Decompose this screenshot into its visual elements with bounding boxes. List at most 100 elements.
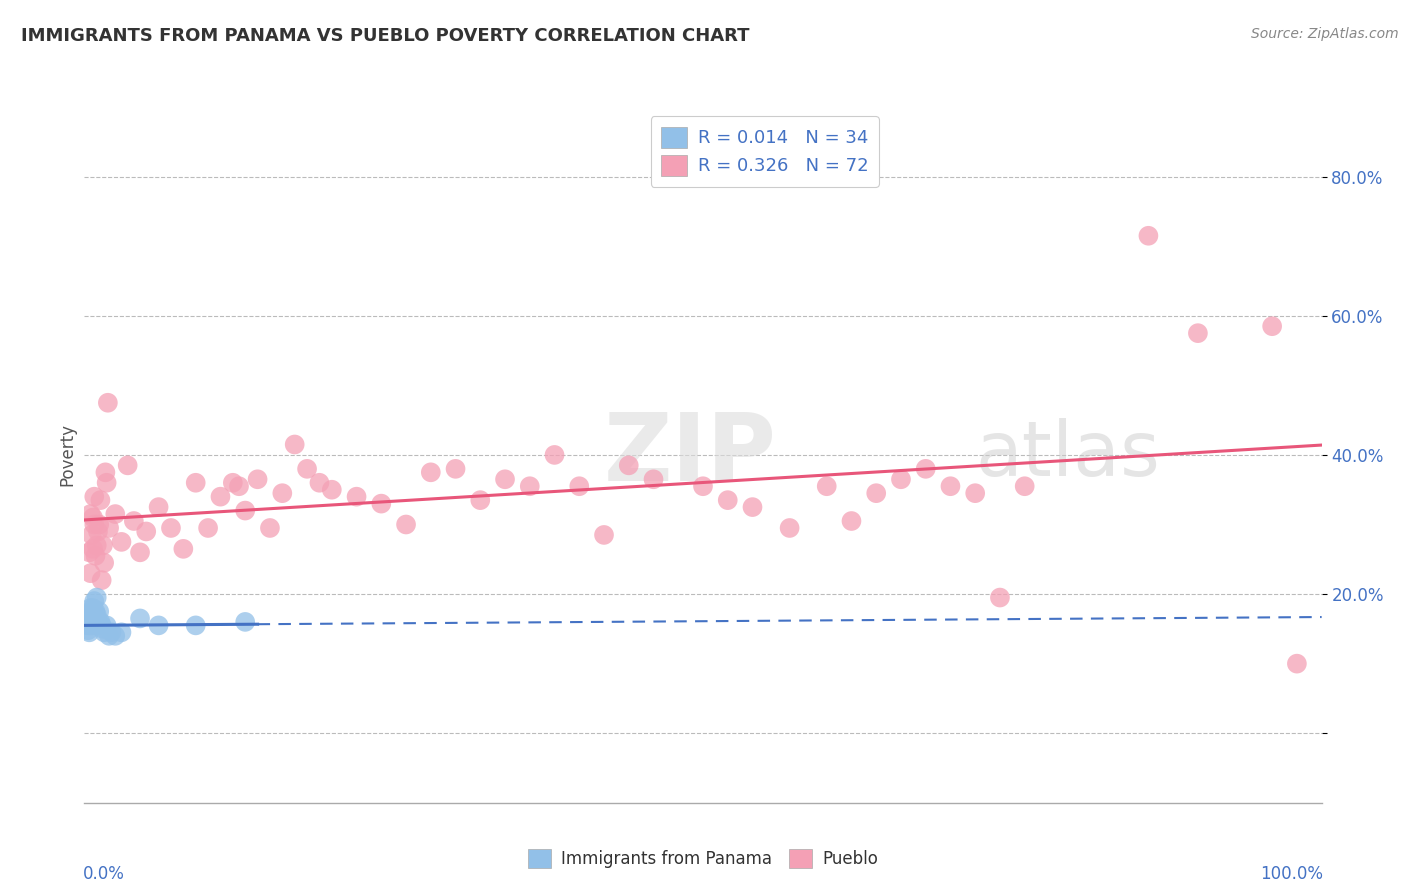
Point (104, 629, 127, 643)
Point (470, 493, 492, 508)
Point (197, 521, 219, 535)
Point (148, 618, 170, 632)
Point (543, 448, 565, 462)
Point (779, 521, 801, 535)
Point (79, 625, 101, 640)
Point (76, 618, 98, 632)
Point (86, 618, 108, 632)
Point (79, 618, 101, 632)
Point (84, 605, 107, 619)
Point (914, 462, 936, 476)
Point (98, 521, 121, 535)
Point (83, 594, 105, 608)
Point (93, 556, 115, 570)
Point (135, 524, 157, 539)
Point (91, 622, 114, 636)
Point (815, 479, 838, 493)
Point (122, 514, 145, 528)
Point (89, 618, 111, 632)
Point (494, 472, 516, 486)
Point (82, 615, 104, 629)
Text: ZIP: ZIP (605, 409, 778, 501)
Point (295, 462, 318, 476)
Point (87, 615, 110, 629)
Point (89, 493, 111, 508)
Point (965, 486, 987, 500)
Point (172, 541, 194, 556)
Point (117, 458, 139, 473)
Point (1187, 326, 1209, 341)
Point (643, 472, 665, 486)
Point (209, 490, 232, 504)
Point (79, 611, 101, 625)
Point (129, 611, 152, 625)
Point (84, 549, 107, 563)
Point (90, 573, 112, 587)
Point (100, 625, 122, 640)
Point (91, 538, 114, 552)
Point (741, 500, 763, 514)
Point (89, 605, 111, 619)
Point (444, 462, 467, 476)
Point (89, 517, 111, 532)
Point (79, 615, 101, 629)
Point (228, 479, 250, 493)
Point (259, 521, 281, 535)
Point (519, 479, 541, 493)
Point (84, 611, 107, 625)
Point (1285, 657, 1308, 671)
Text: 0.0%: 0.0% (83, 865, 125, 883)
Point (80, 528, 103, 542)
Point (83, 517, 105, 532)
Point (86, 538, 108, 552)
Point (110, 625, 132, 640)
Point (246, 472, 269, 486)
Point (86, 607, 108, 622)
Point (104, 507, 127, 521)
Point (98, 629, 121, 643)
Point (617, 458, 640, 473)
Point (80, 605, 103, 619)
Point (89, 615, 111, 629)
Point (160, 521, 183, 535)
Text: IMMIGRANTS FROM PANAMA VS PUEBLO POVERTY CORRELATION CHART: IMMIGRANTS FROM PANAMA VS PUEBLO POVERTY… (21, 27, 749, 45)
Point (222, 475, 245, 490)
Text: 100.0%: 100.0% (1260, 865, 1323, 883)
Point (82, 601, 104, 615)
Point (96, 475, 118, 490)
Point (1137, 228, 1160, 243)
Point (79, 601, 101, 615)
Point (82, 541, 104, 556)
Point (148, 500, 170, 514)
Point (593, 528, 616, 542)
Point (79, 545, 101, 559)
Point (233, 503, 256, 517)
Point (83, 607, 105, 622)
Point (568, 479, 591, 493)
Point (80, 611, 103, 625)
Point (82, 510, 104, 524)
Point (1261, 319, 1284, 334)
Point (86, 591, 108, 605)
Point (321, 483, 343, 497)
Legend: Immigrants from Panama, Pueblo: Immigrants from Panama, Pueblo (522, 842, 884, 874)
Point (79, 566, 101, 581)
Point (346, 490, 368, 504)
Point (370, 497, 392, 511)
Point (233, 615, 256, 629)
Text: atlas: atlas (976, 418, 1160, 491)
Point (308, 475, 330, 490)
Y-axis label: Poverty: Poverty (58, 424, 76, 486)
Point (83, 490, 105, 504)
Point (284, 437, 307, 451)
Point (692, 479, 714, 493)
Point (271, 486, 294, 500)
Point (419, 466, 441, 480)
Point (184, 618, 207, 632)
Point (184, 475, 207, 490)
Point (97, 396, 120, 410)
Point (890, 472, 912, 486)
Point (841, 514, 863, 528)
Point (79, 507, 101, 521)
Point (129, 545, 152, 559)
